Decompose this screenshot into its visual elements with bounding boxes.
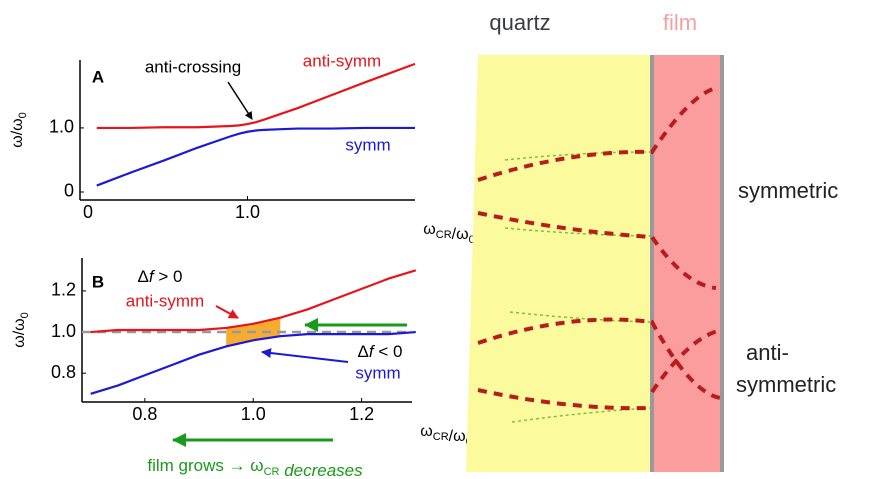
annotation: anti-symm [126,291,204,310]
x-tick-label: 1.0 [241,404,266,424]
annotation: anti-symm [303,51,381,70]
annotation: Δf < 0 [358,342,403,361]
text-part: f [149,267,156,286]
x-axis-label: ωCR/ω0 [423,221,474,246]
y-axis-label: ω/ω0 [9,112,29,148]
x-tick-label: 0.8 [132,404,157,424]
quartz-label: quartz [489,10,550,35]
text-part: ω [423,221,436,238]
text-part: film grows → ω [147,456,263,475]
y-tick-label: 0 [64,181,74,201]
annotation: B [92,272,104,291]
series-line [90,330,416,395]
annotation: symm [345,135,390,154]
text-part: > 0 [154,267,183,286]
annotation: anti-crossing [145,57,241,76]
mode-label: symmetric [738,178,838,203]
x-axis-label: ωCR/ω0 [420,423,471,448]
x-tick-label: 1.2 [349,404,374,424]
reference-lines [504,151,651,423]
mode-diagram: quartz film symmetric anti- symmetric [466,10,838,472]
x-tick-label: 1.0 [235,202,260,222]
text-part: Δ [138,267,149,286]
y-axis-label: ω/ω0 [11,312,31,348]
y-tick-label: 1.0 [51,321,76,341]
subscript: CR [264,466,280,478]
subscript: 0 [17,112,29,118]
arrow [227,81,253,120]
text-part: /ω [452,226,469,243]
subscript: CR [436,229,452,241]
y-tick-label: 1.2 [51,280,76,300]
subscript: 0 [469,234,475,246]
text-part: ω [420,423,433,440]
mode-label: symmetric [736,372,836,397]
subscript: CR [433,431,449,443]
series-line [96,62,416,130]
series-line [96,126,415,187]
text-part: /ω [449,428,466,445]
text-part: < 0 [374,342,403,361]
text-part: ω/ω [9,118,26,147]
subscript: 0 [19,312,31,318]
arrow [215,305,239,319]
series-line [90,269,417,334]
text-part: f [369,342,376,361]
annotation: A [92,67,104,86]
annotation: film grows → ωCR decreases [147,456,363,479]
y-tick-label: 1.0 [49,117,74,137]
annotation: symm [355,363,400,382]
annotation: Δf > 0 [138,267,183,286]
mode-label: anti- [746,340,789,365]
arrow [261,348,349,363]
text-part: decreases [279,461,363,479]
text-part: ω/ω [11,318,28,347]
film-layer [652,55,722,472]
y-tick-label: 0.8 [51,362,76,382]
text-part: Δ [358,342,369,361]
film-label: film [663,10,697,35]
mode-profiles [477,86,723,411]
x-tick-label: 0 [83,202,93,222]
